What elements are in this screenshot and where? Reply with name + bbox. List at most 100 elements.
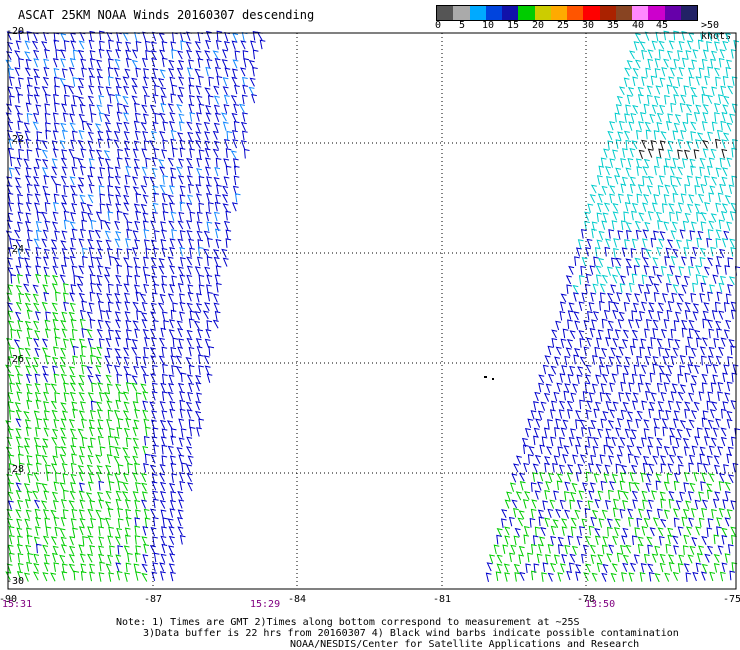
wind-barb <box>152 211 158 222</box>
wind-barb <box>186 337 193 347</box>
wind-barb <box>71 130 78 141</box>
wind-barb <box>631 238 638 249</box>
wind-barb <box>212 249 219 258</box>
wind-barb <box>87 526 93 536</box>
wind-barb <box>592 437 599 447</box>
wind-barb <box>512 463 519 473</box>
wind-barb <box>212 130 219 140</box>
wind-barb <box>161 57 168 68</box>
wind-barb <box>72 95 79 105</box>
wind-barb <box>637 184 644 194</box>
wind-barb <box>99 167 106 177</box>
wind-barb <box>23 445 30 455</box>
wind-barb <box>179 147 186 158</box>
wind-barb <box>125 329 132 339</box>
wind-barb <box>60 264 67 275</box>
wind-barb <box>730 526 737 536</box>
wind-barb <box>605 392 612 402</box>
wind-barb <box>157 78 164 87</box>
wind-barb <box>134 274 141 285</box>
wind-barb <box>591 319 597 329</box>
wind-barb <box>152 68 159 78</box>
wind-barb <box>69 32 76 42</box>
wind-barb <box>161 149 167 159</box>
wind-barb <box>723 364 730 374</box>
wind-barb <box>52 265 59 275</box>
wind-barb <box>79 446 86 456</box>
wind-barb <box>98 480 105 491</box>
wind-barb <box>41 338 48 348</box>
wind-barb <box>104 158 111 168</box>
wind-barb <box>544 355 551 365</box>
wind-barb <box>168 374 175 384</box>
wind-barb <box>151 57 157 68</box>
wind-barb <box>142 130 148 141</box>
wind-barb <box>16 544 23 554</box>
wind-barb <box>557 536 564 546</box>
wind-barb <box>719 157 726 168</box>
wind-barb <box>222 86 229 96</box>
wind-barb <box>662 356 669 366</box>
wind-barb <box>647 175 654 186</box>
wind-barb <box>698 491 704 502</box>
wind-barb <box>16 112 23 123</box>
wind-barb <box>550 525 557 536</box>
wind-barb <box>115 498 122 509</box>
wind-barb <box>663 382 670 392</box>
wind-barb <box>172 147 178 158</box>
wind-barb <box>142 113 149 123</box>
wind-barb <box>59 77 66 87</box>
wind-barb <box>622 500 628 510</box>
wind-barb <box>660 329 667 339</box>
wind-barb <box>679 419 686 429</box>
wind-barb <box>135 210 141 221</box>
wind-barb <box>215 282 222 293</box>
wind-barb <box>569 499 575 510</box>
wind-barb <box>135 67 141 78</box>
wind-barb <box>198 202 205 213</box>
wind-barb <box>87 508 94 518</box>
wind-barb <box>61 571 68 581</box>
wind-barb <box>696 132 703 142</box>
wind-barb <box>646 536 653 546</box>
wind-barb <box>721 176 728 186</box>
wind-barb <box>141 563 148 573</box>
wind-barb <box>625 222 632 232</box>
wind-barb <box>628 282 635 293</box>
wind-barb <box>124 174 131 185</box>
wind-barb <box>162 363 168 374</box>
wind-barb <box>569 330 576 340</box>
wind-barb <box>141 319 148 329</box>
wind-barb <box>576 374 583 385</box>
wind-barb <box>82 255 88 266</box>
wind-barb <box>8 374 15 384</box>
wind-barb <box>524 427 531 438</box>
wind-barb <box>26 392 33 402</box>
wind-barb <box>225 148 232 158</box>
wind-barb <box>178 121 185 131</box>
wind-barb <box>158 472 165 482</box>
wind-barb <box>203 248 210 258</box>
wind-barb <box>649 113 656 124</box>
wind-barb <box>555 320 561 331</box>
wind-barb <box>566 472 573 482</box>
wind-barb <box>690 256 696 267</box>
wind-barb <box>194 266 201 276</box>
wind-barb <box>123 401 130 411</box>
wind-barb <box>681 284 688 294</box>
wind-barb <box>6 436 13 447</box>
wind-barb <box>624 202 631 212</box>
wind-barb <box>33 563 40 572</box>
note-line-1: Note: 1) Times are GMT 2)Times along bot… <box>116 617 580 628</box>
wind-barb <box>634 527 641 537</box>
wind-barb <box>614 518 621 528</box>
wind-barb <box>90 517 96 528</box>
wind-barb <box>672 535 679 545</box>
wind-barb <box>179 257 186 267</box>
wind-barb <box>114 329 121 339</box>
wind-barb <box>14 50 21 60</box>
wind-barb <box>612 338 619 348</box>
wind-barb <box>159 481 166 491</box>
wind-barb <box>617 490 624 500</box>
wind-barb <box>513 535 520 546</box>
